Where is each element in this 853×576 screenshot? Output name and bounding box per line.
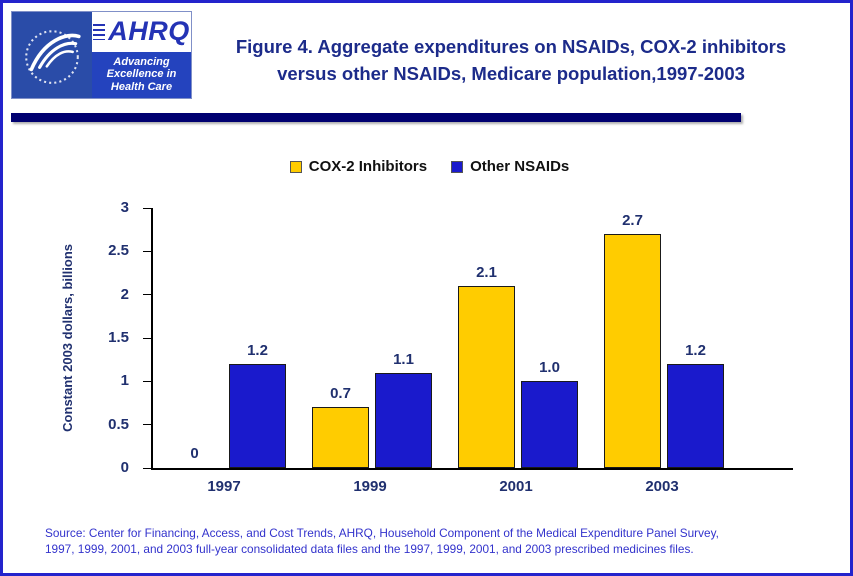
bar-2001-cox2: 2.1	[458, 264, 515, 468]
bar-group-1997: 0 1.2	[153, 208, 299, 468]
legend-label: Other NSAIDs	[470, 158, 570, 175]
ahrq-tagline: Advancing Excellence in Health Care	[92, 51, 191, 98]
bar-1999-cox2: 0.7	[312, 385, 369, 468]
y-tick-label: 1	[120, 372, 129, 390]
y-tick-label: 2.5	[108, 242, 129, 260]
y-tick-mark	[143, 424, 151, 426]
bar-value-label: 0.7	[330, 385, 351, 403]
bar-value-label: 1.0	[539, 359, 560, 377]
y-tick-label: 1.5	[108, 329, 129, 346]
ahrq-logo: AHRQ Advancing Excellence in Health Care	[92, 12, 191, 98]
hhs-logo	[12, 12, 92, 98]
legend-swatch	[289, 160, 302, 173]
ahrq-tagline-line: Health Care	[110, 80, 173, 93]
page-title-line2: versus other NSAIDs, Medicare population…	[277, 63, 745, 84]
x-tick-label: 2001	[499, 478, 533, 495]
y-tick-mark	[143, 337, 151, 339]
y-tick-label: 2	[120, 285, 129, 303]
bar-value-label: 0	[190, 445, 199, 462]
bar-group-2003: 2.7 1.2	[591, 208, 737, 468]
y-tick-mark	[143, 250, 151, 252]
bar-2001-other-nsaids: 1.0	[521, 359, 578, 468]
y-tick-mark	[143, 294, 151, 296]
y-axis-title: Constant 2003 dollars, billions	[55, 208, 79, 468]
ahrq-speedlines-icon	[93, 23, 106, 40]
x-tick-label: 1999	[353, 478, 387, 495]
bar-value-label: 2.7	[622, 212, 643, 229]
bar-2003-other-nsaids: 1.2	[667, 342, 724, 468]
bar-value-label: 1.2	[247, 342, 268, 359]
source-line1: Source: Center for Financing, Access, an…	[45, 526, 719, 540]
logo-block: AHRQ Advancing Excellence in Health Care	[11, 11, 192, 99]
bar-value-label: 1.2	[685, 342, 706, 359]
ahrq-tagline-line: Advancing	[113, 55, 170, 68]
legend: COX-2 Inhibitors Other NSAIDs	[3, 158, 850, 175]
bar-group-2001: 2.1 1.0	[445, 208, 591, 468]
x-axis-labels: 1997 1999 2001 2003	[151, 478, 735, 495]
bar-value-label: 2.1	[476, 264, 497, 281]
x-tick-label: 2003	[645, 478, 679, 495]
page-title-line1: Figure 4. Aggregate expenditures on NSAI…	[235, 36, 787, 57]
bar-2003-cox2: 2.7	[604, 212, 661, 468]
legend-item: Other NSAIDs	[451, 158, 569, 175]
source-note: Source: Center for Financing, Access, an…	[45, 526, 840, 557]
plot-area: 0 1.2 0.7 1.1 2.1 1.0 2.7 1.2	[143, 207, 793, 470]
y-tick-mark	[143, 207, 151, 209]
y-tick-mark	[143, 467, 151, 469]
y-tick-labels: 0 0.5 1 1.5 2 2.5 3	[93, 199, 141, 476]
divider-bar	[11, 113, 741, 122]
bar-1999-other-nsaids: 1.1	[375, 351, 432, 468]
bar-groups: 0 1.2 0.7 1.1 2.1 1.0 2.7 1.2	[153, 208, 737, 468]
bar-value-label: 1.1	[393, 350, 414, 368]
y-axis-title-text: Constant 2003 dollars, billions	[59, 244, 75, 432]
legend-item: COX-2 Inhibitors	[289, 158, 428, 175]
y-tick-label: 0	[120, 459, 129, 476]
x-tick-label: 1997	[207, 478, 241, 495]
bar-1997-other-nsaids: 1.2	[229, 342, 286, 468]
legend-label: COX-2 Inhibitors	[308, 158, 428, 175]
ahrq-wordmark-row: AHRQ	[92, 12, 191, 52]
legend-swatch	[451, 160, 464, 173]
y-tick-label: 0.5	[108, 415, 129, 433]
y-tick-label: 3	[120, 199, 129, 216]
page-title: Figure 4. Aggregate expenditures on NSAI…	[186, 33, 836, 87]
hhs-eagle-icon	[25, 30, 81, 84]
ahrq-wordmark: AHRQ	[108, 16, 190, 47]
ahrq-tagline-line: Excellence in	[106, 68, 177, 80]
bar-group-1999: 0.7 1.1	[299, 208, 445, 468]
source-line2: 1997, 1999, 2001, and 2003 full-year con…	[45, 541, 694, 556]
y-tick-mark	[143, 380, 151, 382]
